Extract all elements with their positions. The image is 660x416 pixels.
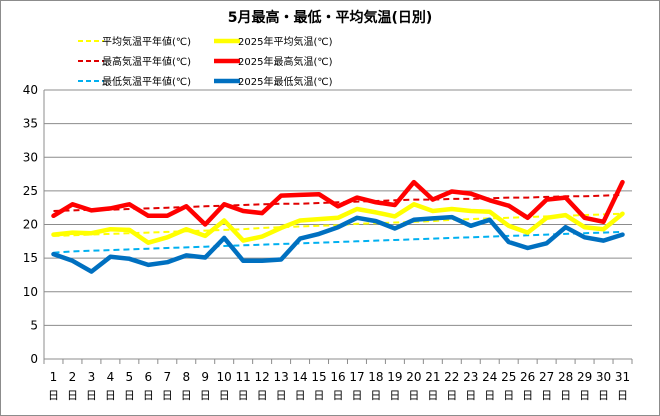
legend: 平均気温平年値(℃) 2025年平均気温(℃) 最高気温平年値(℃) 2025年最高気… xyxy=(78,35,333,88)
x-tick-label: 6 xyxy=(145,370,153,384)
y-tick-label: 40 xyxy=(23,83,38,97)
x-tick-label: 24 xyxy=(482,370,497,384)
y-tick-label: 20 xyxy=(23,218,38,232)
y-tick-label: 5 xyxy=(30,318,38,332)
x-tick-suffix: 日 xyxy=(522,389,533,402)
x-tick-label: 31 xyxy=(615,370,630,384)
y-tick-label: 0 xyxy=(30,352,38,366)
x-tick-label: 3 xyxy=(88,370,96,384)
x-tick-suffix: 日 xyxy=(465,389,476,402)
series-line-4 xyxy=(53,230,623,254)
legend-label-4: 最低気温平年値(℃) xyxy=(102,75,191,88)
y-tick-label: 10 xyxy=(23,285,38,299)
x-tick-suffix: 日 xyxy=(408,389,419,402)
x-tick-label: 25 xyxy=(501,370,516,384)
x-tick-suffix: 日 xyxy=(295,389,306,402)
x-tick-suffix: 日 xyxy=(370,389,381,402)
x-tick-label: 22 xyxy=(444,370,459,384)
x-tick-suffix: 日 xyxy=(276,389,287,402)
x-tick-suffix: 日 xyxy=(48,389,59,402)
x-tick-suffix: 日 xyxy=(219,389,230,402)
x-tick-label: 12 xyxy=(254,370,269,384)
chart-title: 5月最高・最低・平均気温(日別) xyxy=(228,9,433,26)
x-tick-label: 20 xyxy=(406,370,421,384)
x-tick-label: 30 xyxy=(596,370,611,384)
x-tick-suffix: 日 xyxy=(484,389,495,402)
x-tick-label: 28 xyxy=(558,370,573,384)
y-tick-label: 35 xyxy=(23,117,38,131)
x-tick-suffix: 日 xyxy=(541,389,552,402)
x-tick-label: 21 xyxy=(425,370,440,384)
x-tick-label: 2 xyxy=(69,370,77,384)
x-tick-suffix: 日 xyxy=(124,389,135,402)
series-line-5 xyxy=(51,214,625,274)
x-tick-label: 27 xyxy=(539,370,554,384)
series-line-1 xyxy=(51,202,625,245)
x-tick-suffix: 日 xyxy=(86,389,97,402)
y-tick-label: 30 xyxy=(23,150,38,164)
x-tick-label: 13 xyxy=(273,370,288,384)
x-tick-label: 16 xyxy=(330,370,345,384)
x-tick-suffix: 日 xyxy=(560,389,571,402)
legend-label-3: 2025年最高気温(℃) xyxy=(238,55,333,68)
x-tick-suffix: 日 xyxy=(333,389,344,402)
x-tick-label: 5 xyxy=(126,370,134,384)
x-tick-suffix: 日 xyxy=(143,389,154,402)
y-tick-label: 25 xyxy=(23,184,38,198)
x-tick-suffix: 日 xyxy=(67,389,78,402)
x-tick-suffix: 日 xyxy=(105,389,116,402)
x-tick-label: 26 xyxy=(520,370,535,384)
x-tick-suffix: 日 xyxy=(162,389,173,402)
x-tick-label: 17 xyxy=(349,370,364,384)
axes: 05101520253035401日2日3日4日5日6日7日8日9日10日11日… xyxy=(23,83,633,402)
x-tick-label: 9 xyxy=(201,370,209,384)
x-tick-label: 1 xyxy=(50,370,58,384)
x-tick-suffix: 日 xyxy=(427,389,438,402)
x-tick-label: 4 xyxy=(107,370,115,384)
x-tick-label: 23 xyxy=(463,370,478,384)
x-tick-suffix: 日 xyxy=(389,389,400,402)
x-tick-label: 7 xyxy=(163,370,171,384)
x-tick-label: 11 xyxy=(236,370,251,384)
legend-label-5: 2025年最低気温(℃) xyxy=(238,75,333,88)
x-tick-suffix: 日 xyxy=(579,389,590,402)
x-tick-suffix: 日 xyxy=(181,389,192,402)
x-tick-suffix: 日 xyxy=(598,389,609,402)
legend-label-1: 2025年平均気温(℃) xyxy=(238,35,333,48)
x-tick-suffix: 日 xyxy=(446,389,457,402)
x-tick-suffix: 日 xyxy=(200,389,211,402)
series-layer xyxy=(51,179,625,274)
y-tick-label: 15 xyxy=(23,251,38,265)
x-tick-label: 18 xyxy=(368,370,383,384)
x-tick-suffix: 日 xyxy=(351,389,362,402)
legend-label-2: 最高気温平年値(℃) xyxy=(102,55,191,68)
x-tick-label: 19 xyxy=(387,370,402,384)
legend-label-0: 平均気温平年値(℃) xyxy=(102,35,191,48)
series-line-3 xyxy=(51,179,625,227)
x-tick-suffix: 日 xyxy=(617,389,628,402)
x-tick-label: 8 xyxy=(182,370,190,384)
x-tick-label: 10 xyxy=(217,370,232,384)
x-tick-label: 14 xyxy=(292,370,307,384)
x-tick-label: 15 xyxy=(311,370,326,384)
x-tick-suffix: 日 xyxy=(503,389,514,402)
x-tick-label: 29 xyxy=(577,370,592,384)
x-tick-suffix: 日 xyxy=(314,389,325,402)
x-tick-suffix: 日 xyxy=(238,389,249,402)
x-tick-suffix: 日 xyxy=(257,389,268,402)
series-line-2 xyxy=(53,193,623,212)
